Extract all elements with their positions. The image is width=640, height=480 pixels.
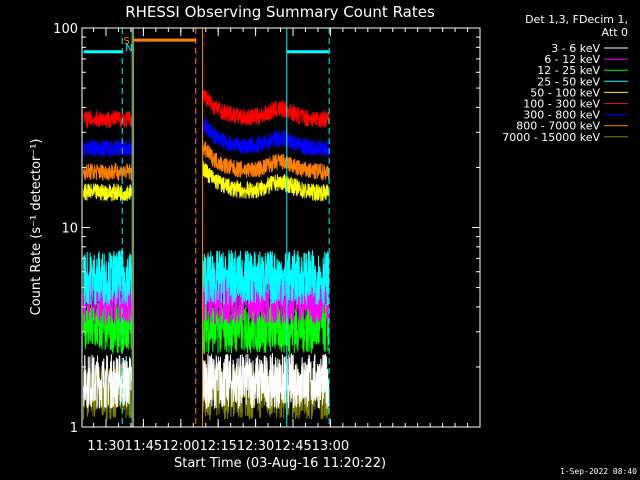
legend-label-7: 800 - 7000 keV	[516, 120, 600, 133]
series-line-0-seg-1	[202, 352, 330, 409]
flag-label-0: S	[124, 36, 130, 47]
axes-layer: 11:30 11:45 12:00 12:15 12:30 12:45 13:00 1 10 10…	[53, 22, 481, 454]
series-line-3-seg-1	[202, 249, 330, 306]
series-line-7-seg-0	[83, 163, 133, 182]
series-line-6-seg-0	[83, 139, 133, 158]
series-line-7-seg-1	[202, 139, 330, 181]
x-tick-label-6: 13:00	[312, 439, 349, 454]
legend-label-0: 3 - 6 keV	[551, 42, 600, 55]
legend-label-2: 12 - 25 keV	[537, 64, 600, 77]
series-line-6-seg-1	[202, 115, 330, 158]
flag-label-1: N	[125, 43, 132, 54]
series-line-5-seg-1	[202, 85, 330, 128]
series-line-4-seg-0	[83, 183, 133, 202]
chart-title: RHESSI Observing Summary Count Rates	[125, 3, 435, 21]
legend-label-8: 7000 - 15000 keV	[502, 131, 600, 144]
series-line-0-seg-0	[83, 354, 133, 409]
x-tick-label-3: 12:15	[199, 439, 236, 454]
legend-header-line-2: Att 0	[602, 26, 628, 39]
y-tick-label-2: 100	[53, 22, 78, 37]
legend-label-6: 300 - 800 keV	[523, 109, 600, 122]
series-line-5-seg-0	[83, 110, 133, 130]
x-tick-label-1: 11:45	[125, 439, 162, 454]
y-tick-label-1: 10	[61, 222, 78, 237]
markers-layer: SN	[83, 28, 330, 427]
x-tick-label-2: 12:00	[162, 439, 199, 454]
series-line-3-seg-0	[83, 250, 133, 306]
footer-timestamp: 1-Sep-2022 08:40	[560, 467, 637, 476]
legend-label-5: 100 - 300 keV	[523, 98, 600, 111]
y-tick-label-0: 1	[70, 421, 78, 436]
y-axis-label: Count Rate (s⁻¹ detector⁻¹)	[29, 139, 44, 316]
legend-label-4: 50 - 100 keV	[530, 86, 600, 99]
x-tick-label-5: 12:45	[274, 439, 311, 454]
x-tick-label-4: 12:30	[237, 439, 274, 454]
x-tick-label-0: 11:30	[87, 439, 124, 454]
x-axis-label: Start Time (03-Aug-16 11:20:22)	[174, 456, 386, 471]
plot-data-layer	[83, 85, 330, 421]
series-line-4-seg-1	[202, 158, 330, 202]
legend-label-1: 6 - 12 keV	[544, 53, 600, 66]
legend-label-3: 25 - 50 keV	[537, 75, 600, 88]
legend-header-line-1: Det 1,3, FDecim 1,	[525, 13, 628, 26]
